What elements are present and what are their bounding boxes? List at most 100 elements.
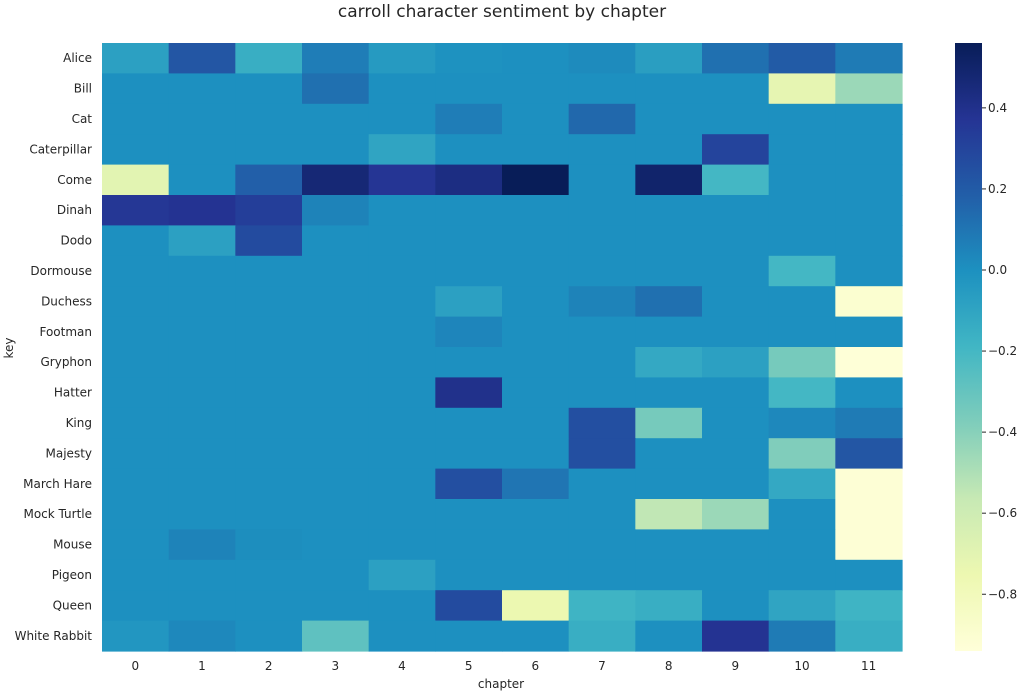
- heatmap-cell: [768, 438, 836, 470]
- heatmap-cell: [235, 73, 303, 105]
- heatmap-cell: [502, 316, 570, 348]
- heatmap-cell: [835, 468, 903, 500]
- heatmap-cell: [502, 164, 570, 196]
- x-tick-label: 10: [794, 659, 809, 673]
- heatmap-cell: [435, 164, 503, 196]
- heatmap-cell: [368, 134, 436, 166]
- heatmap-cell: [702, 377, 770, 409]
- heatmap-cell: [568, 286, 636, 318]
- heatmap-cell: [502, 529, 570, 561]
- heatmap-cell: [235, 559, 303, 591]
- heatmap-cell: [102, 468, 170, 500]
- heatmap-cell: [702, 103, 770, 135]
- heatmap-cell: [502, 620, 570, 652]
- heatmap-cell: [302, 407, 370, 439]
- heatmap-cell: [635, 43, 703, 74]
- heatmap-cell: [502, 438, 570, 470]
- heatmap-cell: [302, 103, 370, 135]
- heatmap-cell: [435, 255, 503, 287]
- x-tick-label: 9: [732, 659, 740, 673]
- heatmap-cell: [235, 225, 303, 257]
- heatmap-cell: [435, 468, 503, 500]
- heatmap-cell: [102, 286, 170, 318]
- heatmap-cell: [302, 225, 370, 257]
- heatmap-cell: [702, 316, 770, 348]
- heatmap-cell: [435, 620, 503, 652]
- heatmap-cell: [768, 286, 836, 318]
- heatmap-cell: [435, 195, 503, 226]
- x-axis-label: chapter: [478, 677, 524, 691]
- heatmap-cell: [302, 347, 370, 378]
- heatmap-cell: [435, 559, 503, 591]
- heatmap-cell: [835, 407, 903, 439]
- heatmap-cell: [835, 438, 903, 470]
- heatmap-cell: [102, 225, 170, 257]
- heatmap-cell: [168, 316, 236, 348]
- heatmap-cell: [702, 407, 770, 439]
- heatmap-cell: [102, 377, 170, 409]
- heatmap-cell: [568, 438, 636, 470]
- heatmap-cell: [302, 316, 370, 348]
- heatmap-cell: [702, 286, 770, 318]
- heatmap-cell: [168, 529, 236, 561]
- heatmap-cell: [368, 286, 436, 318]
- heatmap-cell: [768, 407, 836, 439]
- heatmap-cell: [635, 529, 703, 561]
- heatmap-cell: [102, 529, 170, 561]
- y-tick-labels: Alice Bill Cat Caterpillar Come Dinah Dodo Dorm…: [15, 51, 93, 643]
- heatmap-cell: [168, 225, 236, 257]
- heatmap-cell: [368, 559, 436, 591]
- x-tick-label: 5: [465, 659, 473, 673]
- heatmap-cell: [235, 590, 303, 622]
- heatmap-cell: [502, 559, 570, 591]
- y-tick-label: Footman: [39, 325, 92, 339]
- heatmap-cell: [102, 590, 170, 622]
- heatmap-cell: [168, 195, 236, 226]
- heatmap-cell: [768, 590, 836, 622]
- heatmap-cell: [168, 468, 236, 500]
- heatmap-cell: [768, 529, 836, 561]
- heatmap-cell: [768, 164, 836, 196]
- heatmap-cell: [368, 225, 436, 257]
- heatmap-cell: [102, 103, 170, 135]
- heatmap-cell: [102, 620, 170, 652]
- heatmap-cell: [702, 134, 770, 166]
- heatmap-cell: [635, 620, 703, 652]
- heatmap-cell: [435, 73, 503, 105]
- heatmap-cell: [835, 316, 903, 348]
- heatmap-cell: [368, 590, 436, 622]
- heatmap-cell: [702, 43, 770, 74]
- heatmap-cell: [568, 620, 636, 652]
- heatmap-cell: [568, 590, 636, 622]
- heatmap-cell: [302, 620, 370, 652]
- heatmap-cell: [702, 499, 770, 530]
- heatmap-cell: [168, 377, 236, 409]
- y-tick-label: Pigeon: [52, 568, 92, 582]
- heatmap-cell: [302, 377, 370, 409]
- heatmap-cell: [435, 134, 503, 166]
- heatmap-cell: [502, 468, 570, 500]
- heatmap-cell: [568, 377, 636, 409]
- heatmap-cell: [702, 255, 770, 287]
- heatmap-cell: [302, 43, 370, 74]
- heatmap-cell: [568, 529, 636, 561]
- heatmap-cell: [702, 195, 770, 226]
- y-tick-label: Caterpillar: [29, 142, 92, 156]
- heatmap-cell: [702, 529, 770, 561]
- heatmap-cell: [702, 347, 770, 378]
- heatmap-cell: [302, 286, 370, 318]
- heatmap-cell: [568, 195, 636, 226]
- y-tick-label: Duchess: [41, 294, 92, 308]
- heatmap-cell: [102, 134, 170, 166]
- heatmap-cell: [835, 377, 903, 409]
- y-tick-label: Alice: [63, 51, 92, 65]
- heatmap-cell: [168, 347, 236, 378]
- heatmap-cell: [102, 559, 170, 591]
- heatmap-cell: [835, 347, 903, 378]
- heatmap-cell: [368, 499, 436, 530]
- colorbar-tick-label: −0.6: [988, 506, 1017, 520]
- heatmap-cell: [368, 407, 436, 439]
- heatmap-cell: [702, 225, 770, 257]
- heatmap-cell: [302, 134, 370, 166]
